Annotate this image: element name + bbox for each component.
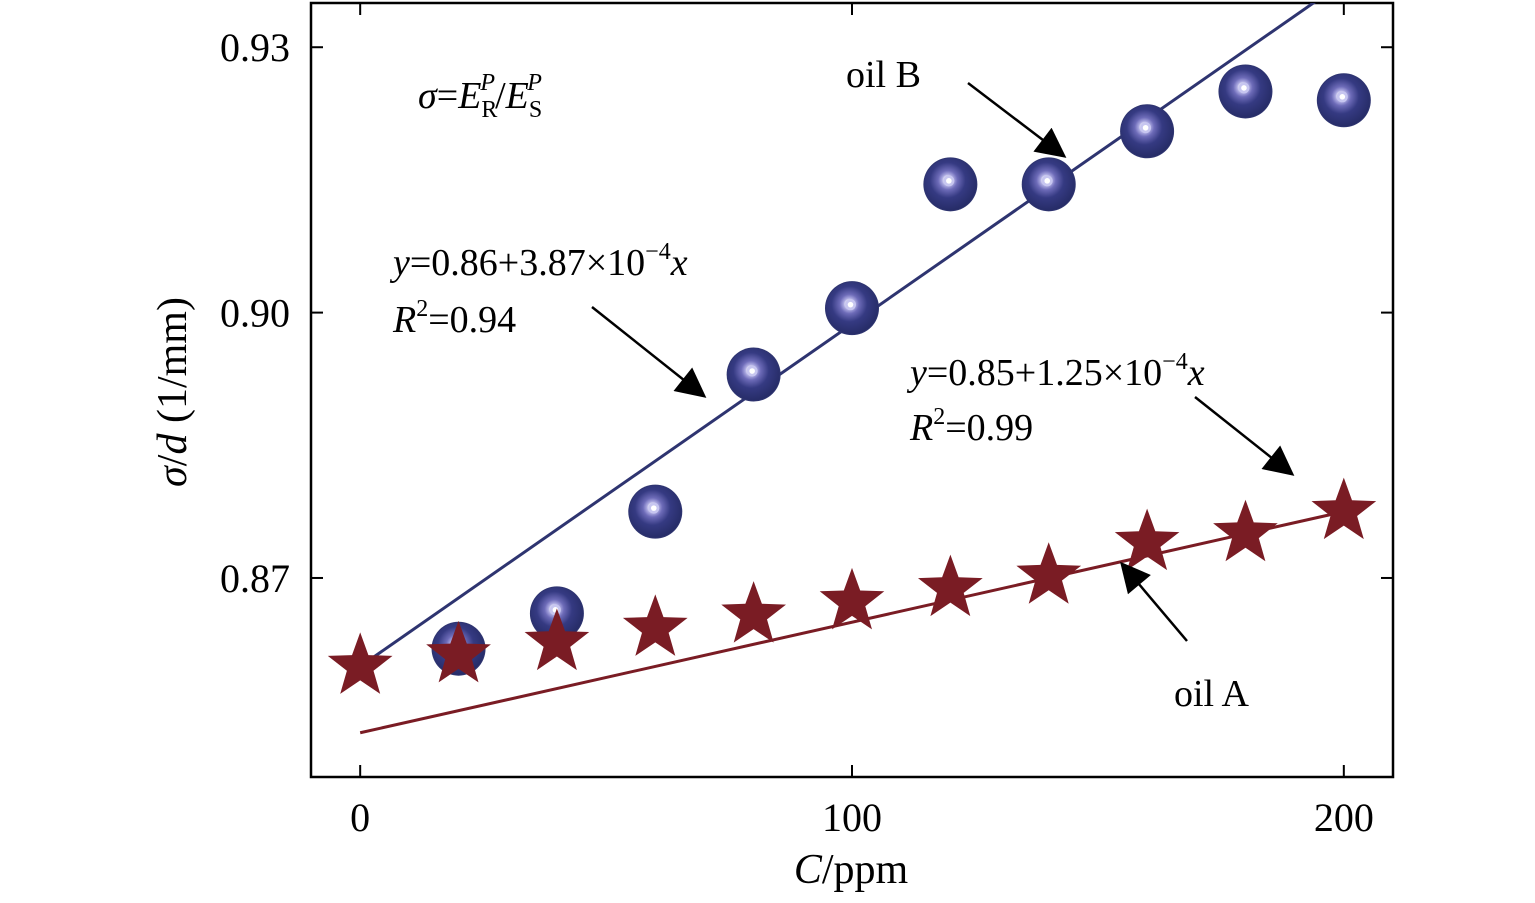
y-tick-label: 0.87 bbox=[220, 556, 290, 601]
x-tick-label: 200 bbox=[1314, 795, 1374, 840]
point-oil-a bbox=[622, 594, 688, 656]
r-squared-oil-a: R2=0.99 bbox=[909, 404, 1033, 449]
point-oil-a bbox=[1311, 477, 1377, 540]
arrow-fit-b bbox=[591, 306, 707, 398]
point-oil-b bbox=[1316, 73, 1371, 128]
x-tick-label: 0 bbox=[350, 795, 370, 840]
arrow-oil-b-label bbox=[967, 82, 1067, 158]
fit-equation-oil-b: y=0.86+3.87×10−4x bbox=[389, 239, 688, 284]
point-oil-a bbox=[1016, 542, 1082, 604]
y-tick-label: 0.93 bbox=[220, 25, 290, 70]
point-oil-a bbox=[819, 567, 885, 630]
axis-ticks: 0 100 200 0.87 0.90 0.93 bbox=[220, 3, 1393, 840]
point-oil-a bbox=[918, 554, 983, 617]
point-oil-b bbox=[923, 157, 978, 212]
point-oil-b bbox=[1021, 157, 1076, 212]
x-tick-label: 100 bbox=[822, 795, 882, 840]
point-oil-b bbox=[628, 484, 683, 539]
y-tick-label: 0.90 bbox=[220, 291, 290, 336]
fit-line-oil-a bbox=[359, 510, 1345, 735]
y-axis-label: σ/d (1/mm) bbox=[150, 297, 196, 487]
fit-equation-oil-a: y=0.85+1.25×10−4x bbox=[906, 349, 1205, 394]
point-oil-b bbox=[1218, 64, 1273, 119]
sigma-definition: σ=ERP/ESP bbox=[418, 70, 542, 123]
point-oil-b bbox=[1120, 104, 1175, 159]
point-oil-a bbox=[1213, 499, 1278, 562]
arrow-oil-a-label bbox=[1120, 561, 1188, 642]
data-points bbox=[327, 64, 1377, 694]
point-oil-a bbox=[1114, 508, 1180, 571]
point-oil-b bbox=[825, 281, 879, 336]
point-oil-a bbox=[524, 608, 590, 671]
point-oil-a bbox=[426, 620, 491, 683]
series-label-oil-b: oil B bbox=[846, 54, 921, 96]
arrow-fit-a bbox=[1194, 396, 1295, 476]
point-oil-b bbox=[726, 347, 781, 402]
r-squared-oil-b: R2=0.94 bbox=[392, 296, 516, 341]
x-axis-label: C/ppm bbox=[794, 847, 909, 893]
point-oil-a bbox=[721, 581, 786, 643]
point-oil-a bbox=[327, 632, 393, 694]
series-label-oil-a: oil A bbox=[1174, 673, 1250, 715]
